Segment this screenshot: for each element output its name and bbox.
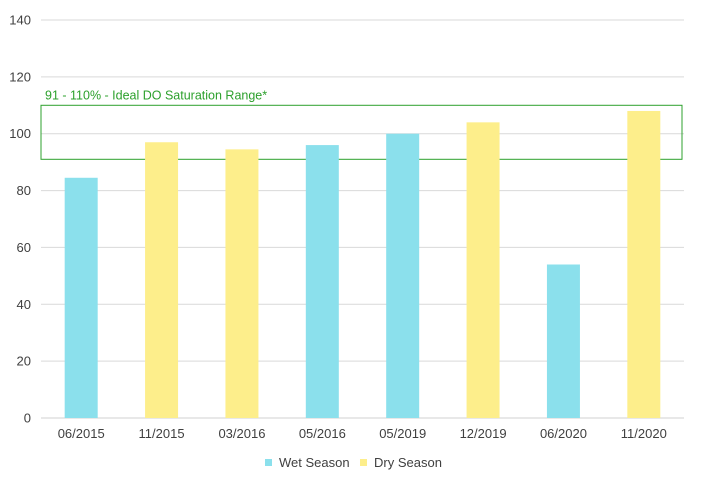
- legend-swatch: [265, 459, 272, 466]
- bar-05-2019: [386, 133, 420, 418]
- y-tick-label: 20: [17, 354, 31, 369]
- ideal-range-band: 91 - 110% - Ideal DO Saturation Range*: [40, 88, 683, 160]
- bar-12-2019: [466, 122, 500, 418]
- axes: 0 20 40 60 80 100 120 140 06/2015 11/2015 03/2016 0…: [9, 13, 667, 442]
- y-tick-label: 0: [24, 411, 31, 426]
- ideal-range-label: 91 - 110% - Ideal DO Saturation Range*: [45, 88, 267, 102]
- legend-label: Dry Season: [374, 455, 442, 470]
- legend: Wet Season Dry Season: [265, 455, 442, 470]
- y-tick-label: 140: [9, 13, 31, 28]
- bar-11-2015: [145, 142, 179, 418]
- y-tick-label: 100: [9, 126, 31, 141]
- y-tick-label: 60: [17, 240, 31, 255]
- y-tick-label: 120: [9, 69, 31, 84]
- bar-06-2015: [64, 177, 98, 418]
- ideal-range-box: [40, 104, 683, 160]
- gridlines: [41, 19, 684, 419]
- x-tick-label: 06/2020: [540, 426, 587, 441]
- bar-06-2020: [546, 264, 580, 418]
- bar-11-2020: [627, 110, 661, 418]
- x-tick-label: 03/2016: [218, 426, 265, 441]
- bars: [64, 110, 661, 419]
- legend-label: Wet Season: [279, 455, 350, 470]
- x-tick-label: 11/2020: [621, 426, 667, 441]
- x-tick-label: 06/2015: [58, 426, 105, 441]
- y-tick-label: 40: [17, 297, 31, 312]
- bar-05-2016: [305, 145, 339, 419]
- x-tick-label: 05/2019: [379, 426, 426, 441]
- x-tick-label: 11/2015: [139, 426, 185, 441]
- legend-swatch: [360, 459, 367, 466]
- bar-03-2016: [225, 149, 259, 418]
- x-tick-label: 05/2016: [299, 426, 346, 441]
- y-tick-label: 80: [17, 183, 31, 198]
- x-tick-label: 12/2019: [460, 426, 507, 441]
